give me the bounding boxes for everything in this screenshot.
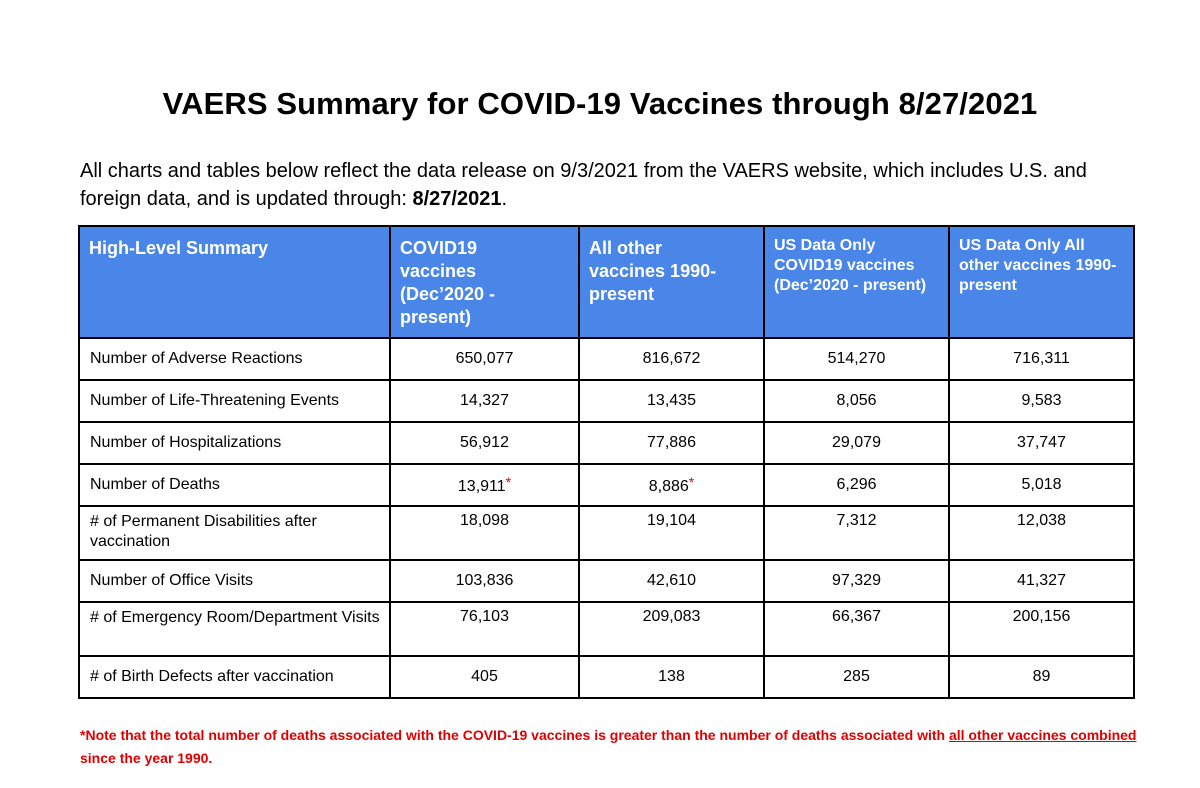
cell-value: 13,435 [578, 379, 765, 423]
header-high-level-summary: High-Level Summary [78, 225, 391, 339]
footnote-text: Note that the total number of deaths ass… [85, 727, 949, 743]
cell-value: 405 [389, 655, 580, 699]
intro-end: . [501, 188, 508, 210]
header-us-covid19-vaccines: US Data Only COVID19 vaccines (Dec’2020 … [763, 225, 950, 339]
intro-text: All charts and tables below reflect the … [80, 160, 1087, 210]
cell-value: 514,270 [763, 337, 950, 381]
cell-value: 7,312 [763, 505, 950, 561]
table-row: # of Emergency Room/Department Visits 76… [78, 601, 1135, 657]
cell-value: 9,583 [948, 379, 1135, 423]
cell-value: 8,886* [578, 463, 765, 507]
cell-value: 816,672 [578, 337, 765, 381]
footnote: *Note that the total number of deaths as… [80, 724, 1140, 770]
row-label: # of Emergency Room/Department Visits [78, 601, 391, 657]
cell-value: 8,056 [763, 379, 950, 423]
table-row: Number of Office Visits 103,836 42,610 9… [78, 559, 1135, 603]
table-row: # of Birth Defects after vaccination 405… [78, 655, 1135, 699]
cell-value: 29,079 [763, 421, 950, 465]
row-label: Number of Office Visits [78, 559, 391, 603]
cell-value: 37,747 [948, 421, 1135, 465]
cell-value: 77,886 [578, 421, 765, 465]
asterisk-marker: * [688, 474, 695, 490]
header-us-all-other-vaccines: US Data Only All other vaccines 1990-pre… [948, 225, 1135, 339]
cell-value: 18,098 [389, 505, 580, 561]
table-row: # of Permanent Disabilities after vaccin… [78, 505, 1135, 561]
cell-value: 6,296 [763, 463, 950, 507]
cell-value: 19,104 [578, 505, 765, 561]
footnote-underlined: all other vaccines combined [948, 727, 1137, 743]
cell-value: 200,156 [948, 601, 1135, 657]
row-label: # of Birth Defects after vaccination [78, 655, 391, 699]
cell-value: 285 [763, 655, 950, 699]
footnote-end: since the year 1990. [80, 750, 213, 766]
cell-value: 12,038 [948, 505, 1135, 561]
cell-value: 138 [578, 655, 765, 699]
header-covid19-vaccines: COVID19 vaccines (Dec’2020 - present) [389, 225, 580, 339]
cell-value: 97,329 [763, 559, 950, 603]
row-label: Number of Hospitalizations [78, 421, 391, 465]
cell-value: 66,367 [763, 601, 950, 657]
header-all-other-vaccines: All other vaccines 1990-present [578, 225, 765, 339]
cell-value: 76,103 [389, 601, 580, 657]
page-title: VAERS Summary for COVID-19 Vaccines thro… [162, 86, 1038, 121]
cell-value: 14,327 [389, 379, 580, 423]
cell-value: 5,018 [948, 463, 1135, 507]
cell-value: 716,311 [948, 337, 1135, 381]
cell-value: 209,083 [578, 601, 765, 657]
cell-value: 103,836 [389, 559, 580, 603]
summary-table: High-Level Summary COVID19 vaccines (Dec… [78, 225, 1135, 699]
row-label: # of Permanent Disabilities after vaccin… [78, 505, 391, 561]
table-row: Number of Deaths 13,911* 8,886* 6,296 5,… [78, 463, 1135, 507]
cell-value-text: 13,911 [457, 478, 506, 495]
table-row: Number of Life-Threatening Events 14,327… [78, 379, 1135, 423]
row-label: Number of Life-Threatening Events [78, 379, 391, 423]
footnote-asterisk: * [80, 727, 86, 743]
cell-value: 56,912 [389, 421, 580, 465]
asterisk-marker: * [505, 474, 512, 490]
row-label: Number of Deaths [78, 463, 391, 507]
table-row: Number of Adverse Reactions 650,077 816,… [78, 337, 1135, 381]
header-row: High-Level Summary COVID19 vaccines (Dec… [78, 225, 1135, 339]
cell-value: 42,610 [578, 559, 765, 603]
cell-value: 13,911* [389, 463, 580, 507]
row-label: Number of Adverse Reactions [78, 337, 391, 381]
cell-value: 89 [948, 655, 1135, 699]
cell-value: 650,077 [389, 337, 580, 381]
table-row: Number of Hospitalizations 56,912 77,886… [78, 421, 1135, 465]
intro-date: 8/27/2021 [412, 188, 502, 210]
cell-value: 41,327 [948, 559, 1135, 603]
intro-paragraph: All charts and tables below reflect the … [80, 157, 1140, 213]
cell-value-text: 8,886 [648, 478, 689, 495]
